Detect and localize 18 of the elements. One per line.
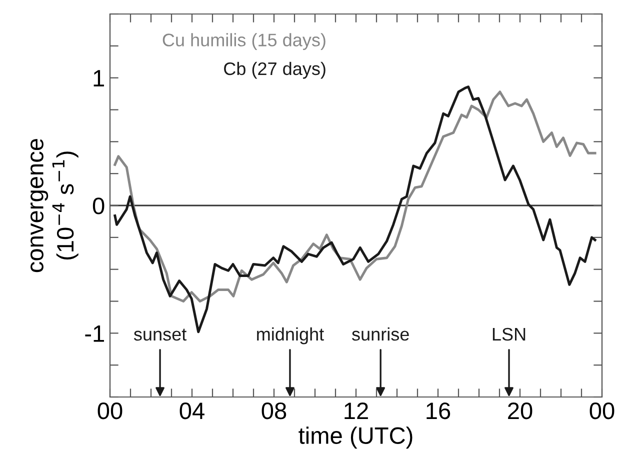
x-tick-label: 04 <box>180 402 204 420</box>
x-tick-label: 08 <box>262 402 286 420</box>
annotation: sunset <box>134 328 187 341</box>
x-tick-label: 12 <box>344 402 368 419</box>
text: Cu humilis (15 days) <box>162 33 326 50</box>
text: Cb (27 days) <box>224 62 326 79</box>
x-tick-label: 20 <box>508 402 532 420</box>
y-tick-label: -1 <box>85 325 104 342</box>
x-axis-title: time (UTC) <box>298 426 412 449</box>
annotation: sunrise <box>352 327 409 341</box>
x-tick-label: 00 <box>590 402 614 420</box>
y-tick-label: 1 <box>94 70 104 86</box>
y-axis-title: convergence (10$^{−4}$ s$^{−1}$) <box>30 138 78 272</box>
y-tick-label: 0 <box>92 198 104 214</box>
annotation: LSN <box>492 328 526 341</box>
x-tick-label: 00 <box>98 402 122 420</box>
annotation: midnight <box>257 327 324 344</box>
x-tick-label: 16 <box>426 402 450 420</box>
